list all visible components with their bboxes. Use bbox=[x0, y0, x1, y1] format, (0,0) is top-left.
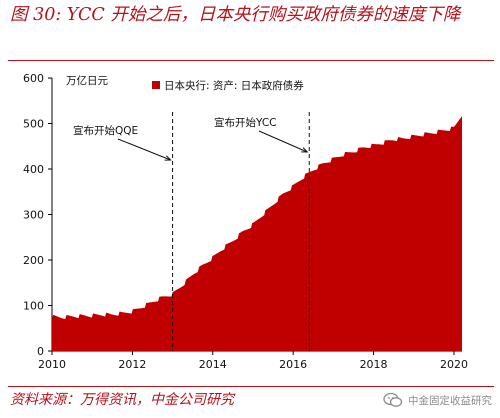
legend-swatch bbox=[152, 81, 160, 89]
x-tick-label: 2014 bbox=[199, 358, 227, 371]
y-tick-label: 400 bbox=[23, 163, 44, 176]
y-tick-label: 0 bbox=[37, 345, 44, 358]
y-unit-label: 万亿日元 bbox=[66, 74, 108, 87]
series-area-layer bbox=[52, 116, 462, 351]
source-note: 资料来源：万得资讯，中金公司研究 bbox=[10, 392, 234, 408]
title-divider bbox=[8, 60, 494, 61]
legend-label: 日本央行: 资产: 日本政府债券 bbox=[164, 79, 304, 92]
chart: 0 100 200 300 400 500 600 2010 2012 2014 2016 2018 2… bbox=[23, 72, 468, 371]
footer-divider bbox=[8, 386, 494, 387]
x-tick-label: 2018 bbox=[360, 358, 388, 371]
series-area-0 bbox=[52, 116, 462, 351]
wechat-icon bbox=[383, 392, 403, 407]
annotation-arrow bbox=[258, 130, 308, 153]
annotation-label: 宣布开始YCC bbox=[214, 116, 277, 129]
x-tick-label: 2012 bbox=[118, 358, 146, 371]
y-tick-label: 500 bbox=[23, 118, 44, 131]
y-tick-label: 100 bbox=[23, 300, 44, 313]
y-tick-label: 300 bbox=[23, 209, 44, 222]
x-tick-label: 2010 bbox=[38, 358, 66, 371]
x-tick-label: 2016 bbox=[279, 358, 307, 371]
watermark: 中金固定收益研究 bbox=[383, 392, 492, 408]
annotation-arrowhead bbox=[164, 155, 172, 161]
legend: 日本央行: 资产: 日本政府债券 bbox=[152, 79, 304, 92]
annotation-arrowhead bbox=[301, 147, 309, 153]
annotation-layer: 宣布开始QQE 宣布开始YCC bbox=[73, 112, 310, 351]
chart-axes: 0 100 200 300 400 500 600 2010 2012 2014 2016 2018 2… bbox=[23, 72, 468, 371]
annotation-label: 宣布开始QQE bbox=[73, 124, 138, 137]
y-tick-label: 600 bbox=[23, 72, 44, 85]
x-tick-label: 2020 bbox=[440, 358, 468, 371]
figure-title: 图 30: YCC 开始之后，日本央行购买政府债券的速度下降 bbox=[10, 5, 461, 25]
annotation-arrow bbox=[117, 138, 171, 161]
y-tick-label: 200 bbox=[23, 254, 44, 267]
watermark-text: 中金固定收益研究 bbox=[408, 394, 492, 407]
